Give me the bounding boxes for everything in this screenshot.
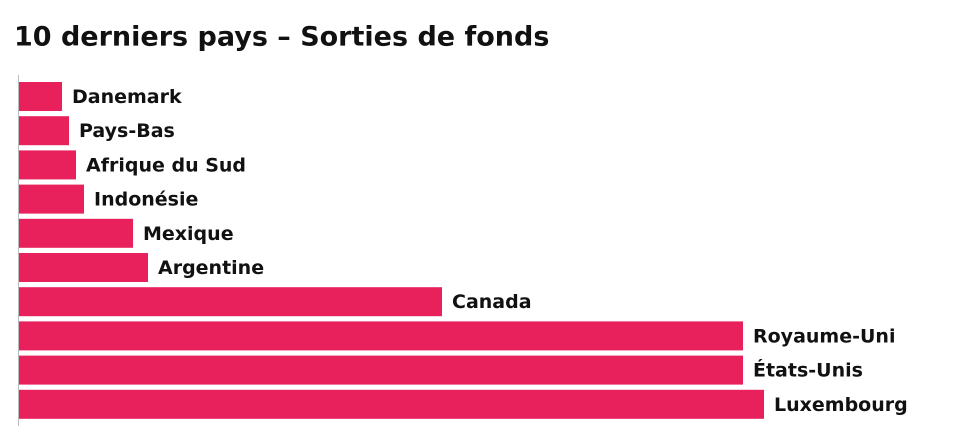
bar-label: Luxembourg xyxy=(774,394,908,416)
bar-label: Canada xyxy=(452,291,532,313)
bar xyxy=(19,355,743,385)
bar-label: Pays-Bas xyxy=(79,120,175,142)
bar-label: Mexique xyxy=(143,223,234,245)
bar xyxy=(19,82,62,111)
bar xyxy=(19,253,148,282)
bar-label: Argentine xyxy=(158,257,264,279)
bar-label: Afrique du Sud xyxy=(86,154,246,176)
bar xyxy=(19,389,764,419)
bar xyxy=(19,218,133,248)
bar-label: Royaume-Uni xyxy=(753,325,895,347)
bar xyxy=(19,287,442,317)
chart-title: 10 derniers pays – Sorties de fonds xyxy=(14,22,549,53)
bar xyxy=(19,116,69,146)
bar-label: Danemark xyxy=(72,86,182,108)
bar xyxy=(19,184,84,214)
bar xyxy=(19,150,76,180)
bar xyxy=(19,321,743,351)
bar-label: États-Unis xyxy=(753,359,863,382)
bar-label: Indonésie xyxy=(94,189,198,211)
